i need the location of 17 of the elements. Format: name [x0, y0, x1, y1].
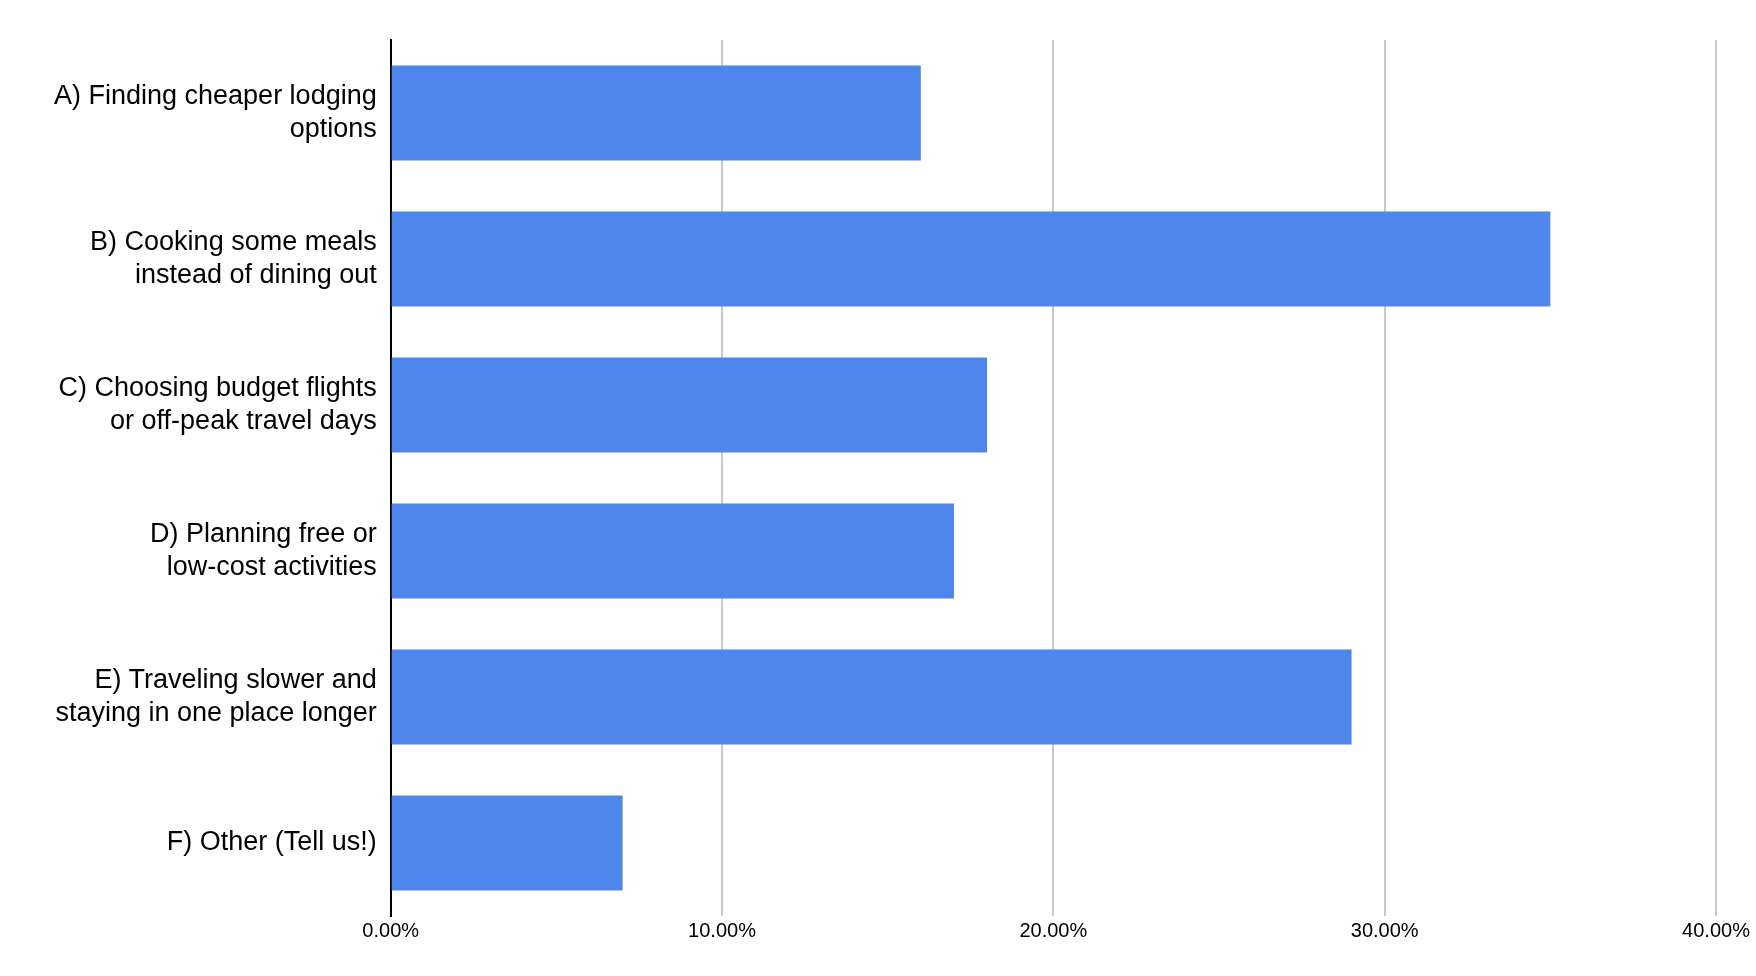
x-tick-label: 20.00% — [1019, 918, 1088, 941]
y-tick-label: C) Choosing budget flights or off-peak travel days — [58, 372, 377, 435]
bar — [391, 795, 623, 891]
bar — [391, 65, 921, 161]
bar — [391, 503, 954, 599]
y-tick-label: A) Finding cheaper lodging options — [53, 80, 377, 143]
bar — [391, 649, 1352, 745]
y-tick-label: D) Planning free or low-cost activities — [150, 518, 377, 581]
y-tick-label: E) Traveling slower and staying in one place longer — [55, 664, 377, 727]
x-tick-label: 0.00% — [362, 918, 420, 941]
bar — [391, 357, 988, 453]
x-tick-label: 30.00% — [1350, 918, 1419, 941]
y-tick-label: F) Other (Tell us!) — [166, 826, 377, 857]
x-tick-label: 40.00% — [1682, 918, 1751, 941]
bar — [391, 211, 1551, 307]
y-tick-label: B) Cooking some meals instead of dining out — [90, 226, 378, 289]
x-tick-label: 10.00% — [688, 918, 757, 941]
